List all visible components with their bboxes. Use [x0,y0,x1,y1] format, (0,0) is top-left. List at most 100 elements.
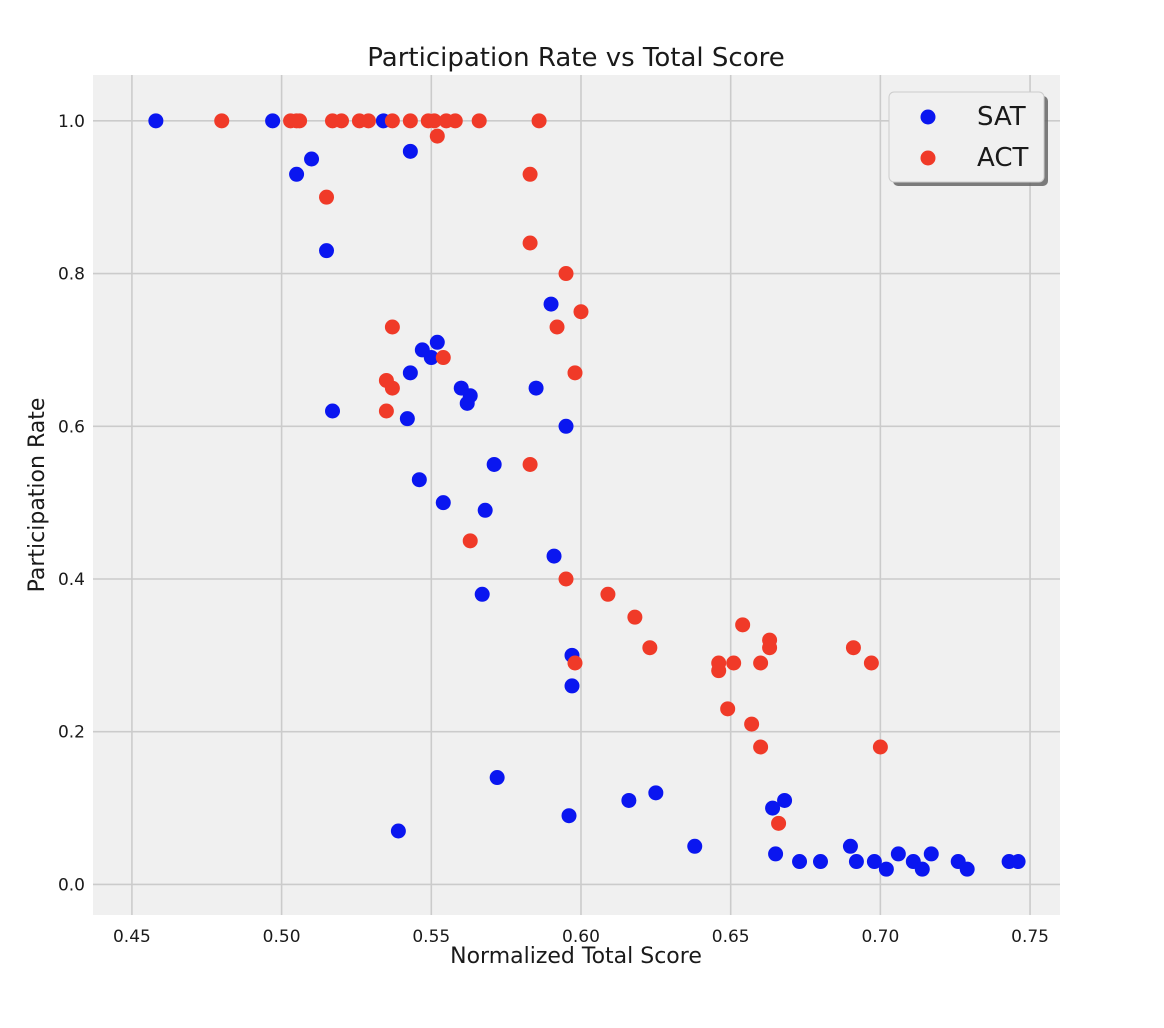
sat-point [848,854,864,870]
sat-point [959,861,975,877]
act-point [744,716,760,732]
sat-point [792,854,808,870]
sat-point [486,456,502,472]
act-point [531,113,547,129]
sat-point [289,166,305,182]
sat-point [878,861,894,877]
sat-point [304,151,320,167]
sat-point [399,411,415,427]
x-tick-label: 0.75 [1011,927,1049,947]
x-axis-label: Normalized Total Score [450,944,702,969]
act-point [771,815,787,831]
act-point [726,655,742,671]
x-tick-label: 0.60 [562,927,600,947]
sat-point [528,380,544,396]
act-point [522,456,538,472]
sat-point [319,243,335,259]
act-point [426,113,442,129]
data-points [148,113,1026,877]
sat-point [435,495,451,511]
sat-point [390,823,406,839]
y-tick-label: 0.8 [58,265,85,285]
plot-background [93,75,1060,915]
act-point [845,640,861,656]
sat-point [777,792,793,808]
y-tick-label: 1.0 [58,112,85,132]
sat-point [558,418,574,434]
sat-point [477,502,493,518]
act-point [627,609,643,625]
x-tick-label: 0.45 [113,927,151,947]
act-point [522,235,538,251]
sat-point [687,838,703,854]
act-point [567,655,583,671]
act-point [558,571,574,587]
sat-point [429,334,445,350]
sat-point [1010,854,1026,870]
act-point [567,365,583,381]
act-point [762,640,778,656]
y-tick-label: 0.2 [58,723,85,743]
act-point [447,113,463,129]
sat-point [543,296,559,312]
act-point [471,113,487,129]
sat-point [148,113,164,129]
legend-marker-act [920,150,936,166]
y-tick-label: 0.6 [58,417,85,437]
sat-point [546,548,562,564]
act-point [429,128,445,144]
act-point [319,189,335,205]
sat-point [812,854,828,870]
sat-point [459,395,475,411]
act-point [360,113,376,129]
sat-point [648,785,664,801]
sat-point [621,792,637,808]
act-point [872,739,888,755]
act-point [384,113,400,129]
tick-labels: 0.45 0.50 0.55 0.60 0.65 0.70 0.75 0.0 0.2 0.4 0.6… [58,112,1049,947]
chart-title: Participation Rate vs Total Score [367,43,784,73]
x-tick-label: 0.65 [712,927,750,947]
act-point [711,663,727,679]
sat-point [325,403,341,419]
series-act [214,113,888,831]
act-point [735,617,751,633]
y-tick-label: 0.4 [58,570,85,590]
sat-point [265,113,281,129]
x-tick-label: 0.50 [263,927,301,947]
legend-marker-sat [920,109,936,125]
act-point [462,533,478,549]
x-tick-label: 0.70 [861,927,899,947]
sat-point [842,838,858,854]
act-point [558,266,574,282]
act-point [333,113,349,129]
act-point [600,586,616,602]
sat-point [765,800,781,816]
act-point [720,701,736,717]
y-tick-label: 0.0 [58,875,85,895]
act-point [642,640,658,656]
legend-label-act: ACT [977,143,1028,173]
sat-point [914,861,930,877]
sat-point [411,472,427,488]
sat-point [402,365,418,381]
sat-point [561,808,577,824]
sat-point [890,846,906,862]
sat-point [564,678,580,694]
act-point [402,113,418,129]
act-point [292,113,308,129]
sat-point [489,770,505,786]
act-point [435,350,451,366]
sat-point [768,846,784,862]
act-point [753,655,769,671]
act-point [384,319,400,335]
sat-point [866,854,882,870]
legend-label-sat: SAT [977,102,1026,132]
act-point [573,304,589,320]
sat-point [923,846,939,862]
legend: SAT ACT [888,91,1048,186]
act-point [214,113,230,129]
act-point [863,655,879,671]
act-point [378,403,394,419]
